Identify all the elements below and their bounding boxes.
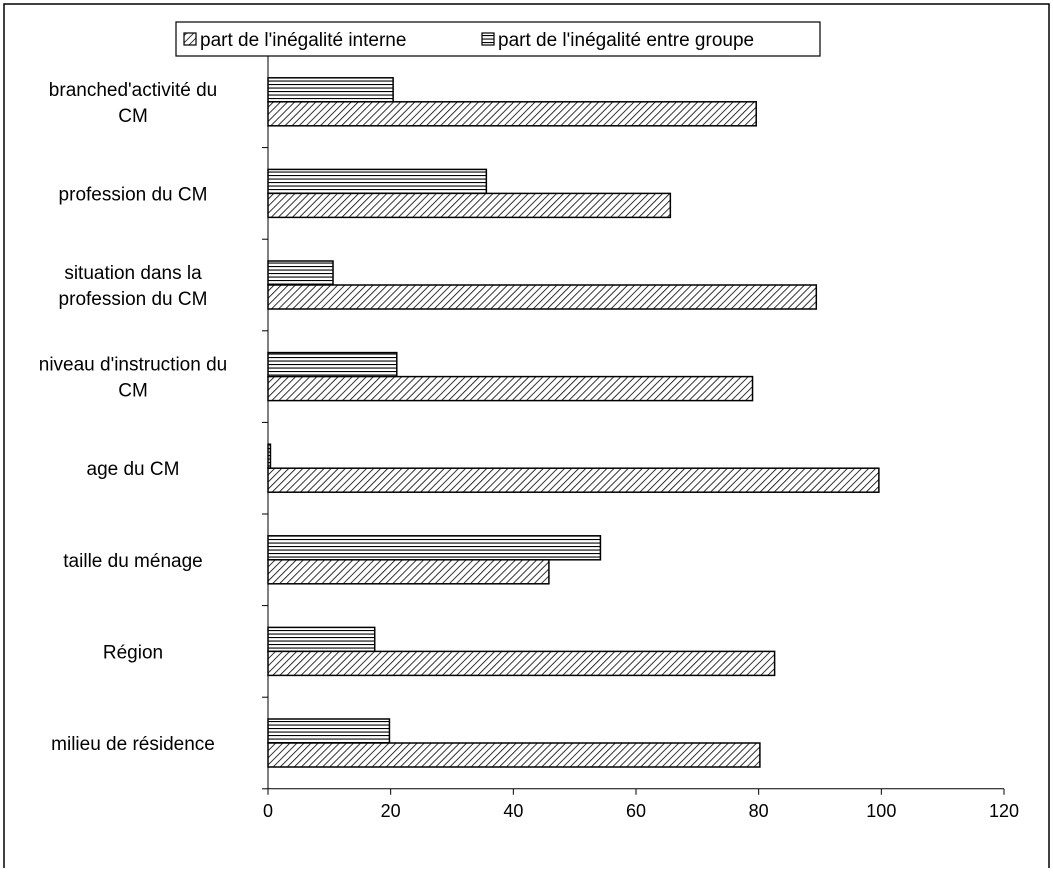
x-tick-label: 0 xyxy=(263,801,273,821)
bar xyxy=(267,284,818,310)
bar xyxy=(267,443,272,469)
plot-area: 0 20 40 60 80 100 120 branched'activité du CM pro… xyxy=(39,55,1019,821)
category-label: age du CM xyxy=(87,459,180,480)
bar xyxy=(267,192,672,219)
bar xyxy=(267,626,376,653)
bar xyxy=(267,260,334,286)
bar xyxy=(267,168,488,195)
category-label: situation dans la profession du CM xyxy=(59,263,208,310)
bar xyxy=(267,101,757,127)
category-label: profession du CM xyxy=(59,184,208,205)
bar xyxy=(267,77,394,103)
category-label: Région xyxy=(103,642,163,663)
legend-label: part de l'inégalité interne xyxy=(200,30,406,51)
bar xyxy=(267,559,550,585)
bar xyxy=(267,742,761,768)
bar xyxy=(267,375,754,402)
x-tick-label: 60 xyxy=(626,801,646,821)
bar xyxy=(267,467,880,493)
category-label: taille du ménage xyxy=(63,551,202,572)
legend-box xyxy=(175,21,821,57)
bar xyxy=(267,535,602,561)
x-tick-label: 120 xyxy=(989,801,1019,821)
x-tick-label: 80 xyxy=(749,801,769,821)
category-label: niveau d'instruction du CM xyxy=(39,355,227,402)
legend: part de l'inégalité interne part de l'iné… xyxy=(175,21,821,57)
bar xyxy=(267,718,391,744)
bar xyxy=(267,650,776,677)
x-tick-label: 20 xyxy=(381,801,401,821)
bar xyxy=(267,351,398,378)
category-label: branched'activité du CM xyxy=(49,80,217,127)
legend-swatch xyxy=(481,32,495,46)
legend-label: part de l'inégalité entre groupe xyxy=(498,30,754,51)
chart-border xyxy=(3,3,1050,873)
x-tick-label: 100 xyxy=(866,801,896,821)
x-tick-label: 40 xyxy=(503,801,523,821)
legend-swatch xyxy=(183,32,197,46)
category-label: milieu de résidence xyxy=(51,734,215,755)
